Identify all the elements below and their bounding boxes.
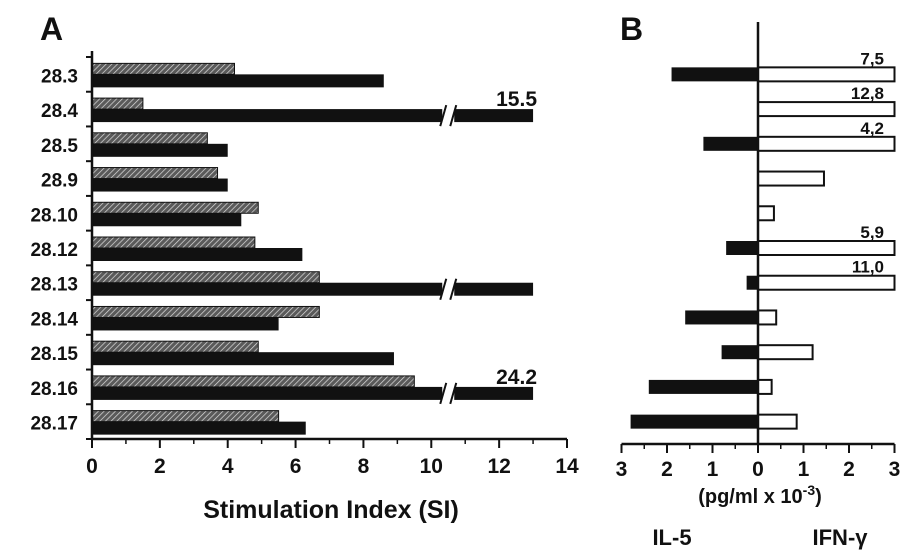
bar-ifn-gamma: [757, 344, 814, 361]
x-tick-label: 2: [661, 458, 673, 481]
bar-solid: [92, 248, 303, 261]
bar-ifn-gamma: [757, 135, 896, 152]
data-label: 5,9: [860, 223, 884, 242]
bar-solid: [92, 213, 242, 227]
bar-solid: [92, 421, 306, 435]
data-label: 12,8: [851, 84, 884, 103]
panel-b-label: B: [620, 11, 643, 47]
bar-solid: [92, 282, 534, 296]
data-label: 15.5: [496, 88, 537, 111]
axis-break-mark: [449, 382, 458, 405]
bar-il5: [671, 67, 758, 82]
category-label: 28.9: [41, 171, 78, 192]
category-label: 28.16: [30, 379, 78, 400]
bar-solid: [92, 143, 228, 157]
bar-hatched: [91, 201, 259, 214]
bar-hatched: [91, 305, 320, 318]
data-label: 11,0: [852, 258, 884, 277]
axis-break-mark: [439, 382, 448, 405]
panel-b-left-label: IL-5: [652, 525, 691, 550]
data-label: 4,2: [860, 119, 884, 138]
category-label: 28.12: [30, 240, 78, 261]
axis-break-mark: [449, 104, 458, 127]
bar-hatched: [91, 62, 235, 75]
bar-hatched: [91, 97, 144, 110]
bar-ifn-gamma: [757, 101, 896, 118]
x-tick-label: 3: [616, 458, 628, 481]
bar-hatched: [91, 410, 280, 423]
x-tick-label: 0: [752, 458, 764, 481]
bar-hatched: [91, 340, 259, 353]
category-label: 28.5: [41, 136, 78, 157]
category-label: 28.4: [41, 101, 78, 122]
bar-hatched: [91, 271, 320, 284]
bar-ifn-gamma: [757, 309, 778, 326]
x-tick-label: 12: [487, 455, 510, 478]
bar-solid: [92, 352, 394, 366]
bar-ifn-gamma: [757, 413, 798, 430]
x-tick-label: 1: [798, 458, 810, 481]
bar-ifn-gamma: [757, 378, 773, 395]
bar-ifn-gamma: [757, 274, 896, 291]
panel-b-plot: 7,5 12,8 4,2 5,9 11,0 3 2 1 0 1 2 3: [616, 22, 901, 481]
data-label: 24.2: [496, 366, 537, 389]
bar-solid: [92, 74, 384, 88]
x-tick-label: 3: [889, 458, 901, 481]
bar-ifn-gamma: [757, 170, 825, 187]
bar-il5: [648, 379, 758, 394]
bar-il5: [726, 241, 758, 255]
bar-il5: [746, 275, 758, 290]
x-tick-label: 2: [154, 455, 166, 478]
bar-il5: [685, 310, 758, 325]
bar-hatched: [91, 132, 208, 145]
bar-ifn-gamma: [757, 66, 896, 83]
data-label: 7,5: [860, 49, 884, 68]
axis-break-mark: [439, 278, 448, 301]
panel-a-xlabel: Stimulation Index (SI): [203, 496, 459, 524]
category-label: 28.14: [30, 309, 78, 330]
x-tick-label: 8: [358, 455, 370, 478]
x-tick-label: 4: [222, 455, 234, 478]
bar-il5: [721, 345, 758, 360]
category-label: 28.3: [41, 66, 78, 87]
category-label: 28.15: [30, 344, 78, 365]
bar-solid: [92, 109, 534, 123]
x-tick-label: 1: [707, 458, 719, 481]
bar-il5: [703, 136, 758, 151]
axis-break-mark: [439, 104, 448, 127]
category-label: 28.13: [30, 275, 78, 296]
bar-ifn-gamma: [757, 240, 896, 256]
axis-break-mark: [449, 278, 458, 301]
bar-solid: [92, 386, 534, 400]
x-tick-label: 0: [86, 455, 98, 478]
x-tick-label: 6: [290, 455, 302, 478]
x-tick-label: 10: [420, 455, 443, 478]
panel-b-right-label: IFN-γ: [813, 525, 869, 550]
panel-a-plot: 28.3 28.4 28.5 28.9 28.10 28.12 28.13 28.14 28.1…: [30, 51, 579, 478]
category-label: 28.17: [30, 414, 78, 435]
bar-hatched: [91, 167, 219, 180]
category-label: 28.10: [30, 205, 78, 226]
bar-solid: [92, 317, 279, 331]
x-tick-label: 14: [555, 455, 579, 478]
bar-ifn-gamma: [757, 205, 775, 222]
bar-solid: [92, 178, 228, 192]
panel-a-label: A: [40, 11, 63, 47]
bar-hatched: [91, 236, 256, 249]
x-tick-label: 2: [843, 458, 855, 481]
bar-il5: [630, 414, 758, 429]
bar-hatched: [91, 375, 415, 388]
panel-b-xlabel: (pg/ml x 10-3): [698, 482, 822, 508]
